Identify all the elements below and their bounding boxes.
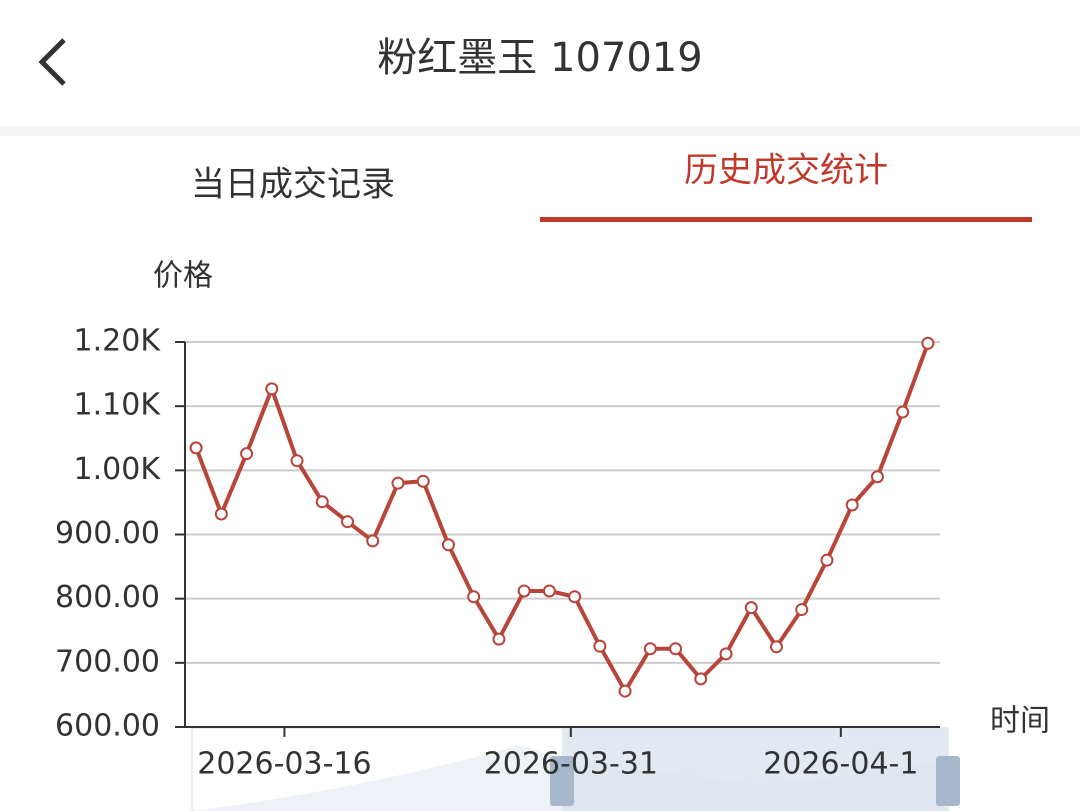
- point: [593, 639, 607, 653]
- point: [921, 336, 935, 350]
- point: [290, 454, 304, 468]
- point: [341, 515, 355, 529]
- point: [820, 553, 834, 567]
- y-tick-label: 800.00: [55, 580, 160, 615]
- y-tick-label: 1.00K: [74, 452, 162, 487]
- point: [391, 476, 405, 490]
- point: [517, 584, 531, 598]
- point: [669, 642, 683, 656]
- y-tick-label: 900.00: [55, 516, 160, 551]
- point: [366, 534, 380, 548]
- point: [315, 495, 329, 509]
- point: [214, 507, 228, 521]
- point: [769, 640, 783, 654]
- point: [795, 603, 809, 617]
- point: [896, 405, 910, 419]
- x-tick-label: 2026-04-1: [763, 747, 918, 782]
- point: [618, 684, 632, 698]
- point: [643, 642, 657, 656]
- x-tick-label: 2026-03-16: [197, 747, 371, 782]
- tab[interactable]: 当日成交记录: [191, 165, 395, 205]
- tab-underline: [540, 217, 1032, 222]
- tab-active[interactable]: 历史成交统计: [684, 151, 888, 191]
- y-axis-label: 价格: [153, 259, 213, 294]
- back-button[interactable]: [38, 38, 66, 86]
- x-ticks: 2026-03-16 2026-03-31 2026-04-1: [197, 747, 918, 782]
- line-series: [194, 342, 930, 694]
- point: [568, 590, 582, 604]
- point: [416, 474, 430, 488]
- point: [744, 601, 758, 615]
- point: [542, 584, 556, 598]
- point: [492, 632, 506, 646]
- y-tick-label: 700.00: [55, 644, 160, 679]
- zoom-handle[interactable]: [550, 756, 574, 806]
- zoom-handle[interactable]: [936, 756, 960, 806]
- zoom-window: [562, 728, 948, 811]
- point: [870, 470, 884, 484]
- point: [719, 647, 733, 661]
- point: [441, 538, 455, 552]
- data-zoom[interactable]: [191, 727, 960, 811]
- x-tick-label: 2026-03-31: [484, 747, 658, 782]
- plot: 600.00 700.00 800.00 900.00 1.00K 1.10K 1.20K 2…: [55, 324, 940, 782]
- y-tick-label: 1.20K: [74, 324, 162, 359]
- point: [240, 447, 254, 461]
- point: [694, 672, 708, 686]
- x-axis-label: 时间: [990, 704, 1050, 739]
- y-tick-label: 1.10K: [74, 388, 162, 423]
- page-title: 粉红墨玉 107019: [377, 35, 702, 81]
- point: [189, 441, 203, 455]
- point: [467, 590, 481, 604]
- point: [265, 382, 279, 396]
- separator: [0, 126, 1080, 136]
- point: [845, 498, 859, 512]
- y-tick-label: 600.00: [55, 709, 160, 744]
